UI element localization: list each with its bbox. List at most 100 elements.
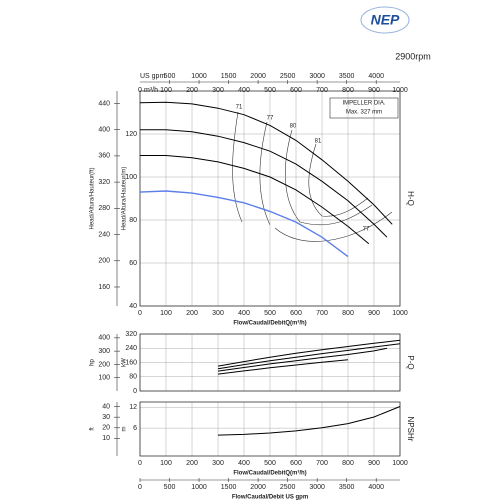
y2-tick-label: 280 xyxy=(98,205,110,212)
curve xyxy=(217,406,401,436)
x-tick-label: 500 xyxy=(264,460,276,467)
y2-axis-label: Head/Altura/Hauteur(ft) xyxy=(90,167,96,229)
x-tick-label: 600 xyxy=(290,460,302,467)
y-tick-label: 40 xyxy=(129,303,137,310)
x-tick-label-top: 900 xyxy=(368,87,380,94)
curve xyxy=(140,155,370,245)
y2-tick-label: 40 xyxy=(102,403,110,410)
logo: NEP xyxy=(371,12,400,28)
impeller-text: Max. 327 mm xyxy=(346,110,382,116)
y2-tick-label: 200 xyxy=(98,361,110,368)
x-axis-label: Flow/Caudal/DebitQ(m³/h) xyxy=(233,470,306,477)
curve xyxy=(139,101,393,225)
y2-tick-label: 100 xyxy=(98,375,110,382)
y2-tick-label: 400 xyxy=(98,335,110,342)
plot-frame xyxy=(139,90,401,307)
x-tick-label: 100 xyxy=(160,460,172,467)
efficiency-label: 77 xyxy=(363,227,370,233)
x2-tick-label: 2500 xyxy=(280,73,296,80)
y2-tick-label: 300 xyxy=(98,348,110,355)
x-tick-label: 1000 xyxy=(392,310,408,317)
y-tick-label: 320 xyxy=(125,331,137,338)
x-tick-label: 0 xyxy=(138,460,142,467)
x2-tick-label: 1000 xyxy=(191,484,207,491)
x-tick-label: 400 xyxy=(238,460,250,467)
y-tick-label: 160 xyxy=(125,359,137,366)
x-tick-label-top: 400 xyxy=(238,87,250,94)
side-label: P-Q xyxy=(406,355,415,369)
curve xyxy=(217,359,349,375)
y2-axis-label: hp xyxy=(90,359,96,366)
x-tick-label: 200 xyxy=(186,310,198,317)
y2-tick-label: 10 xyxy=(102,435,110,442)
y-tick-label: 80 xyxy=(129,374,137,381)
x2-tick-label: 1000 xyxy=(191,73,207,80)
x-tick-label: 600 xyxy=(290,310,302,317)
speed: 2900rpm xyxy=(395,51,431,61)
impeller-text: IMPELLER DIA. xyxy=(342,101,385,107)
x-tick-label: 400 xyxy=(238,310,250,317)
y2-tick-label: 360 xyxy=(98,153,110,160)
logo-ring xyxy=(360,6,410,34)
efficiency-label: 80 xyxy=(290,124,297,130)
x2-tick-label: 3500 xyxy=(339,484,355,491)
impeller-box xyxy=(329,97,399,119)
x-tick-label: 1000 xyxy=(392,460,408,467)
y2-tick-label: 20 xyxy=(102,425,110,432)
curve xyxy=(139,190,349,258)
y-tick-label: 0 xyxy=(133,388,137,395)
x-tick-label-top: 200 xyxy=(186,87,198,94)
efficiency-label: 77 xyxy=(267,116,274,122)
x-tick-label-top: 500 xyxy=(264,87,276,94)
x-tick-label: 300 xyxy=(212,460,224,467)
x2-tick-label: 3000 xyxy=(309,73,325,80)
x2-tick-label: 2000 xyxy=(250,484,266,491)
x2-tick-label: 2000 xyxy=(250,73,266,80)
x-tick-label-top: 800 xyxy=(342,87,354,94)
x2-axis-label: US gpm xyxy=(140,73,165,80)
y2-tick-label: 240 xyxy=(98,231,110,238)
y2-tick-label: 400 xyxy=(98,127,110,134)
efficiency-label: 71 xyxy=(236,105,243,111)
x-tick-label: 100 xyxy=(160,310,172,317)
x-tick-label: 800 xyxy=(342,460,354,467)
x-tick-label-top: 0 xyxy=(138,87,142,94)
x-tick-label: 300 xyxy=(212,310,224,317)
y2-tick-label: 200 xyxy=(98,258,110,265)
curve xyxy=(217,343,401,370)
x2-tick-label: 1500 xyxy=(221,484,237,491)
y2-tick-label: 160 xyxy=(98,284,110,291)
y-tick-label: 12 xyxy=(129,404,137,411)
y-tick-label: 80 xyxy=(129,217,137,224)
plot-frame xyxy=(139,333,401,392)
plot-frame xyxy=(139,401,401,457)
x2-tick-label: 1500 xyxy=(221,73,237,80)
x-tick-label: 900 xyxy=(368,460,380,467)
curve xyxy=(140,129,388,238)
y-axis-label: m xyxy=(122,427,128,432)
y2-tick-label: 30 xyxy=(102,414,110,421)
x2-axis-label: Flow/Caudal/Debit US gpm xyxy=(232,495,308,500)
x-tick-label-top: 300 xyxy=(212,87,224,94)
x-tick-label: 900 xyxy=(368,310,380,317)
y-tick-label: 6 xyxy=(133,425,137,432)
y-tick-label: 100 xyxy=(125,174,137,181)
y2-tick-label: 320 xyxy=(98,179,110,186)
x2-tick-label: 3500 xyxy=(339,73,355,80)
y-axis-label: Head/Altura/Hauteur(m) xyxy=(122,167,128,231)
x2-tick-label: 500 xyxy=(164,73,176,80)
x2-tick-label: 0 xyxy=(138,484,142,491)
x-tick-label: 700 xyxy=(316,310,328,317)
x-tick-label: 800 xyxy=(342,310,354,317)
x-tick-label-top: 100 xyxy=(160,87,172,94)
x-tick-label-top: 600 xyxy=(290,87,302,94)
y-axis-label: kW xyxy=(122,358,128,367)
x-axis-label: Flow/Caudal/DebitQ(m³/h) xyxy=(233,320,306,327)
x2-tick-label: 500 xyxy=(164,484,176,491)
y2-tick-label: 440 xyxy=(98,100,110,107)
x-unit: m³/h xyxy=(144,87,158,94)
y-tick-label: 60 xyxy=(129,260,137,267)
x2-tick-label: 4000 xyxy=(368,73,384,80)
